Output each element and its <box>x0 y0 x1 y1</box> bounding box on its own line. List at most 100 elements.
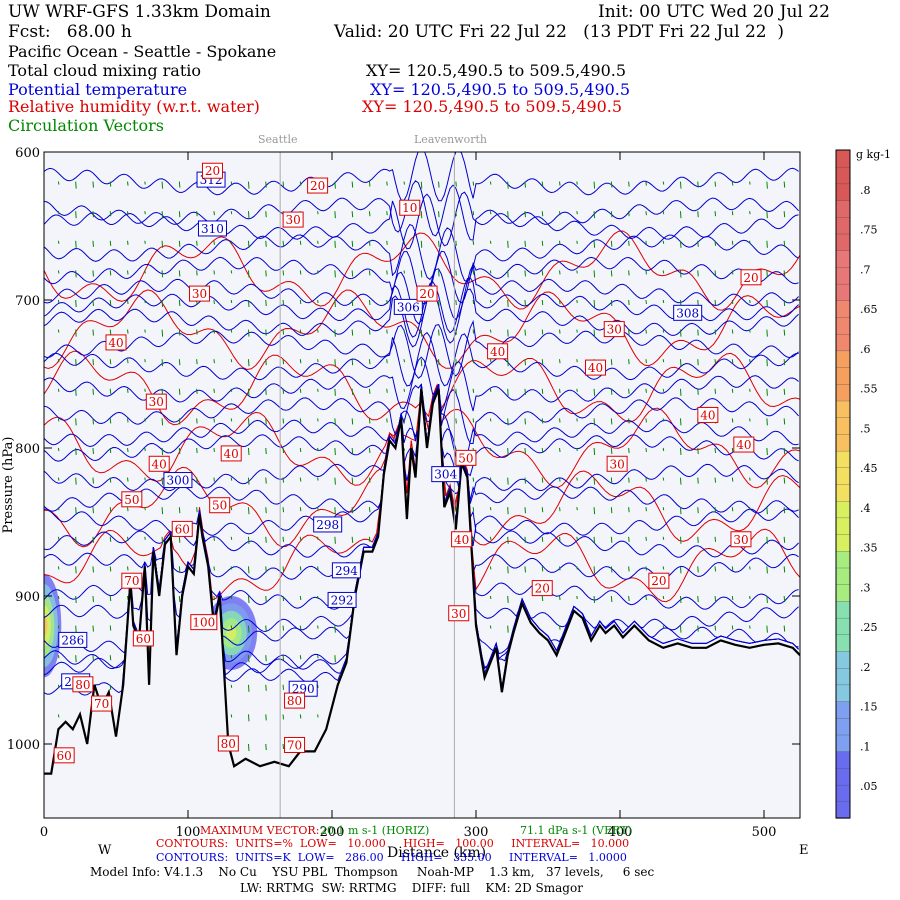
circulation-vector <box>368 507 371 513</box>
theta-contour-line <box>44 262 799 325</box>
circulation-vector <box>541 477 544 483</box>
colorbar-tick-label: .25 <box>860 621 878 634</box>
circulation-vector <box>455 240 457 246</box>
circulation-vector <box>230 299 233 304</box>
rh-label: 100 <box>192 616 215 630</box>
rh-label-box <box>189 285 211 302</box>
rh-label: 80 <box>287 694 302 708</box>
circulation-vector <box>265 388 267 395</box>
circulation-vector <box>127 181 129 186</box>
terrain-mask <box>44 388 800 818</box>
circulation-vector <box>196 507 198 513</box>
circulation-vector <box>749 359 751 363</box>
circulation-vector <box>196 270 198 276</box>
circulation-vector <box>766 625 768 633</box>
circulation-vector <box>714 329 717 335</box>
circulation-vector <box>247 507 250 515</box>
direction-east: E <box>799 843 809 858</box>
circulation-vector <box>351 418 354 425</box>
circulation-vector <box>714 240 717 246</box>
circulation-vector <box>766 329 768 337</box>
circulation-vector <box>368 240 371 246</box>
rh-label: 60 <box>57 749 72 763</box>
circulation-vector <box>576 299 578 304</box>
circulation-vector <box>317 625 319 629</box>
circulation-vector <box>368 299 371 306</box>
circulation-vector <box>783 388 786 395</box>
circulation-vector <box>109 211 112 217</box>
circulation-vector <box>317 211 319 215</box>
circulation-vector <box>144 211 146 215</box>
circulation-vector <box>178 240 181 247</box>
circulation-vector <box>731 477 734 482</box>
theta-label-box <box>393 298 423 315</box>
circulation-vector <box>645 211 647 216</box>
circulation-vector <box>247 329 250 337</box>
circulation-vector <box>317 388 319 392</box>
circulation-vector <box>75 329 77 337</box>
circulation-vector <box>144 477 146 481</box>
theta-contour-line <box>44 384 799 676</box>
circulation-vector <box>507 388 509 396</box>
circulation-vector <box>403 418 405 422</box>
circulation-vector <box>75 655 77 663</box>
max-vector-label: MAXIMUM VECTOR: <box>200 824 320 837</box>
circulation-vector <box>351 181 354 188</box>
circulation-vector <box>507 240 509 248</box>
colorbar-cell <box>835 166 851 185</box>
circulation-vector <box>213 211 215 216</box>
circulation-vector <box>109 359 112 365</box>
rh-label: 20 <box>651 574 666 588</box>
circulation-vector <box>524 359 526 366</box>
circulation-vector <box>57 240 60 244</box>
circulation-vector <box>783 211 786 218</box>
circulation-vector <box>541 329 544 335</box>
circulation-vector <box>697 329 699 336</box>
circulation-vector <box>196 211 198 217</box>
circulation-vector <box>766 211 768 219</box>
circulation-vector <box>714 566 717 572</box>
circulation-vector <box>127 477 129 482</box>
circulation-vector <box>697 388 699 395</box>
circulation-vector <box>438 359 440 366</box>
circulation-vector <box>541 507 544 513</box>
legend-theta-xy: XY= 120.5,490.5 to 509.5,490.5 <box>370 80 631 99</box>
colorbar-cell <box>835 417 851 435</box>
circulation-vector <box>351 240 354 247</box>
circulation-vector <box>593 447 596 456</box>
circulation-vector <box>524 240 526 247</box>
colorbar-cell <box>835 467 851 485</box>
circulation-vector <box>368 181 371 187</box>
circulation-vector <box>299 388 302 393</box>
circulation-vector <box>299 181 302 186</box>
circulation-vector <box>662 359 665 363</box>
circulation-vector <box>731 211 734 216</box>
circulation-vector <box>386 329 388 334</box>
circulation-vector <box>662 181 665 185</box>
rh-label: 40 <box>700 408 715 422</box>
circulation-vector <box>75 507 77 515</box>
circulation-vector <box>57 418 60 422</box>
circulation-vector <box>559 625 561 630</box>
circulation-vector <box>541 566 544 572</box>
circulation-vector <box>230 566 233 570</box>
y-tick-label: 900 <box>15 590 40 605</box>
circulation-vector <box>628 270 630 276</box>
circulation-vector <box>783 625 786 632</box>
colorbar-cell <box>835 700 851 719</box>
y-tick-label: 600 <box>15 146 40 161</box>
circulation-vector <box>507 507 509 515</box>
circulation-vector <box>386 270 388 275</box>
circulation-vector <box>783 270 786 277</box>
circulation-vector <box>127 388 129 393</box>
rh-label: 40 <box>490 345 505 359</box>
circulation-vector <box>610 181 613 188</box>
circulation-vector <box>645 270 647 275</box>
circulation-vector <box>783 447 786 455</box>
circulation-vector <box>662 536 665 540</box>
circulation-vector <box>749 181 751 185</box>
circulation-vector <box>507 625 509 633</box>
theta-label: 294 <box>335 564 358 578</box>
colorbar-tick-label: .75 <box>860 224 878 237</box>
circulation-vector <box>92 329 94 336</box>
